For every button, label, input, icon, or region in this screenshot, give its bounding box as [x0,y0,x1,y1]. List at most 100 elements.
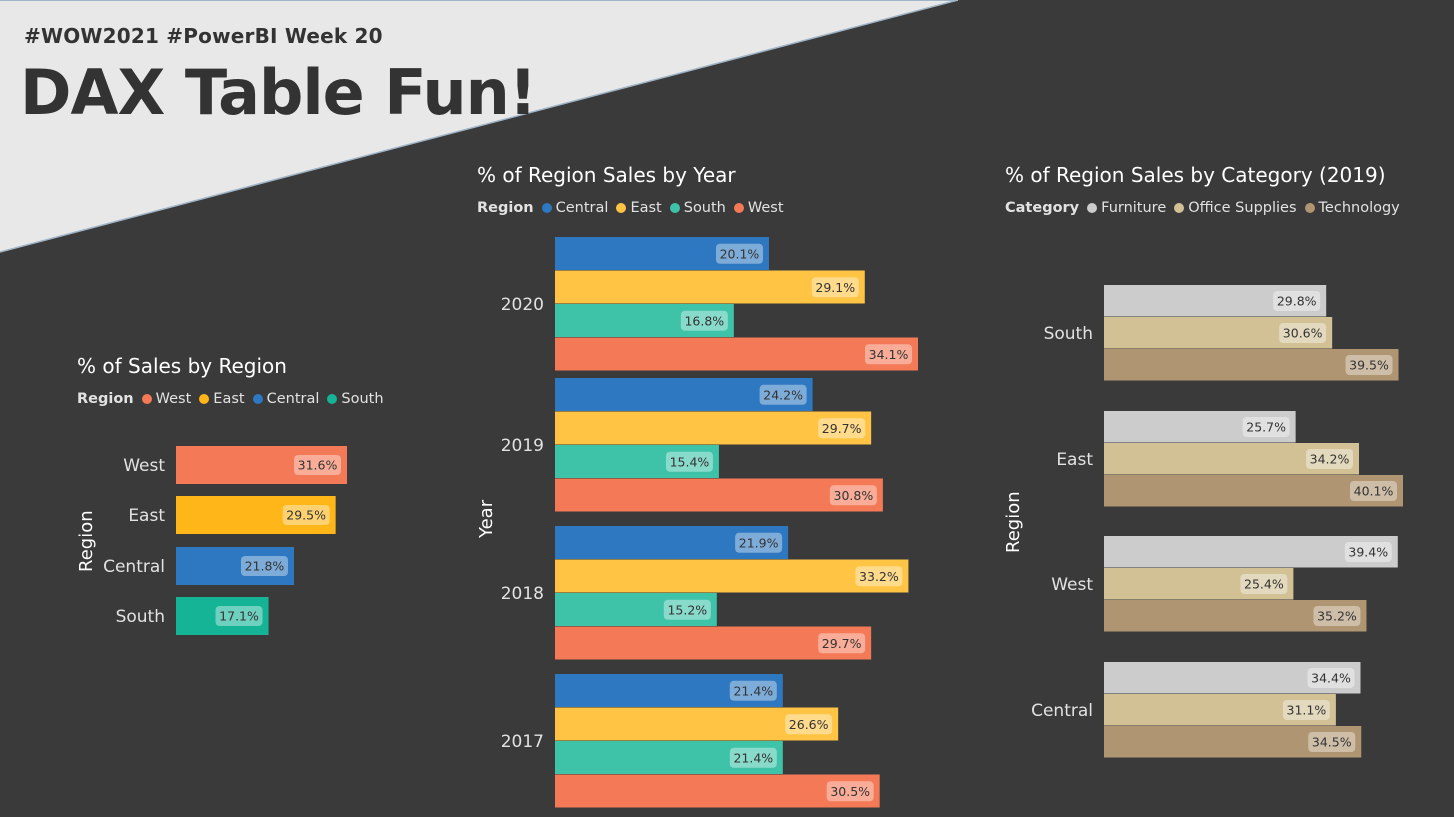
data-label-south-technology-bg [1345,355,1393,375]
data-label-2020-south: 16.8% [684,313,724,328]
bar-2020-west [555,337,918,371]
data-label-central-furniture-bg [1307,668,1355,688]
tick-label-west: West [123,456,165,476]
data-label-2017-east-bg [785,714,833,735]
data-label-2017-central: 21.4% [733,683,773,698]
legend-sales-by-year: Region Central East South West [477,200,792,216]
tick-label-2019: 2019 [501,436,544,456]
legend-item-east[interactable]: East [199,391,245,407]
chart-title-sales-by-category: % of Region Sales by Category (2019) [1005,163,1386,187]
data-label-2017-west-bg [826,781,874,802]
data-label-east-technology: 40.1% [1354,484,1394,499]
legend-title: Region [477,200,534,216]
legend-dot-west [733,203,744,213]
bar-2018-east [555,559,909,593]
legend-item-technology[interactable]: Technology [1304,200,1400,216]
tick-label-2017: 2017 [501,732,544,752]
data-label-2018-west: 29.7% [822,636,862,651]
data-label-east-furniture: 25.7% [1246,420,1286,435]
legend-sales-by-category: Category Furniture Office Supplies Techn… [1005,200,1408,216]
bar-2019-west [555,478,883,512]
data-label-east-furniture-bg [1242,417,1290,437]
legend-item-office-supplies[interactable]: Office Supplies [1174,200,1297,216]
data-label-south-technology: 39.5% [1349,358,1389,373]
data-label-2019-west: 30.8% [834,488,874,503]
legend-dot-central [252,394,263,404]
chart-title-sales-by-region: % of Sales by Region [77,354,287,378]
data-label-central-office-supplies: 31.1% [1287,703,1327,718]
legend-dot-east [199,394,210,404]
data-label-2018-east: 33.2% [859,569,899,584]
legend-item-south[interactable]: South [327,391,384,407]
tick-label-east: East [1056,450,1093,470]
hashtag-subtitle: #WOW2021 #PowerBI Week 20 [24,24,383,48]
data-label-west-bg [294,455,341,475]
legend-dot-furniture [1087,203,1098,213]
data-label-2020-east-bg [811,277,859,298]
data-label-2019-central: 24.2% [763,387,803,402]
legend-dot-central [541,203,552,213]
tick-label-west: West [1051,575,1093,595]
chart-title-sales-by-year: % of Region Sales by Year [477,163,736,187]
legend-dot-east [616,203,627,213]
data-label-east-office-supplies: 34.2% [1310,452,1350,467]
tick-label-central: Central [1031,701,1093,721]
legend-item-south[interactable]: South [669,200,726,216]
data-label-2017-south-bg [729,747,777,768]
data-label-east: 29.5% [286,508,326,523]
legend-dot-office-supplies [1174,203,1185,213]
data-label-2020-central-bg [715,243,763,264]
data-label-2020-east: 29.1% [815,280,855,295]
data-label-2019-east-bg [818,418,866,439]
legend-dot-south [327,394,338,404]
data-label-east-office-supplies-bg [1306,449,1354,469]
data-label-west-technology: 35.2% [1317,609,1357,624]
data-label-2018-west-bg [818,633,866,654]
data-label-2019-east: 29.7% [822,421,862,436]
bar-2017-west [555,774,880,808]
data-label-2018-south: 15.2% [667,602,707,617]
legend-item-furniture[interactable]: Furniture [1087,200,1166,216]
data-label-2020-central: 20.1% [720,246,760,261]
data-label-2017-south: 21.4% [733,750,773,765]
data-label-2017-west: 30.5% [830,784,870,799]
data-label-2020-west-bg [865,344,912,365]
data-label-central-bg [240,556,288,576]
data-label-2017-central-bg [729,680,777,701]
data-label-2018-east-bg [855,566,903,587]
data-label-central-technology: 34.5% [1312,735,1352,750]
data-label-2019-west-bg [829,485,877,506]
tick-label-east: East [128,506,165,526]
data-label-east-bg [282,505,330,525]
legend-item-west[interactable]: West [733,200,784,216]
data-label-2018-central: 21.9% [739,535,779,550]
data-label-central-technology-bg [1308,732,1356,752]
legend-item-central[interactable]: Central [541,200,608,216]
tick-label-2018: 2018 [501,584,544,604]
data-label-south-office-supplies-bg [1279,323,1327,343]
data-label-south-furniture: 29.8% [1277,294,1317,309]
data-label-west-office-supplies: 25.4% [1244,577,1284,592]
data-label-west-office-supplies-bg [1240,574,1288,594]
data-label-2017-east: 26.6% [789,717,829,732]
legend-dot-technology [1304,203,1315,213]
data-label-east-technology-bg [1350,481,1397,501]
tick-label-south: South [1044,324,1093,344]
legend-item-west[interactable]: West [141,391,191,407]
tick-label-central: Central [103,557,165,577]
data-label-west-technology-bg [1313,606,1361,626]
data-label-2018-south-bg [663,599,711,620]
data-label-south: 17.1% [219,609,259,624]
data-label-south-furniture-bg [1273,291,1321,311]
data-label-west-furniture-bg [1344,542,1392,562]
data-label-south-office-supplies: 30.6% [1283,326,1323,341]
data-label-west-furniture: 39.4% [1348,545,1388,560]
data-label-central: 21.8% [245,559,285,574]
data-label-south-bg [215,606,263,626]
legend-item-east[interactable]: East [616,200,662,216]
legend-title: Region [77,391,134,407]
legend-item-central[interactable]: Central [252,391,319,407]
legend-dot-south [669,203,680,213]
